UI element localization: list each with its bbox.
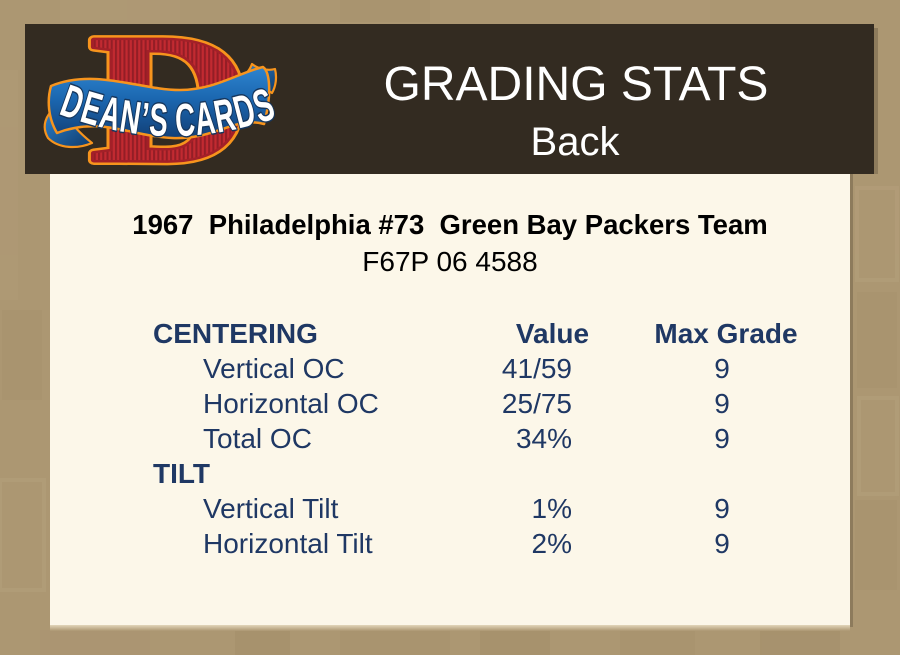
svg-text:C: C [174,95,196,147]
svg-text:S: S [148,95,169,147]
svg-text:A: A [192,93,218,146]
